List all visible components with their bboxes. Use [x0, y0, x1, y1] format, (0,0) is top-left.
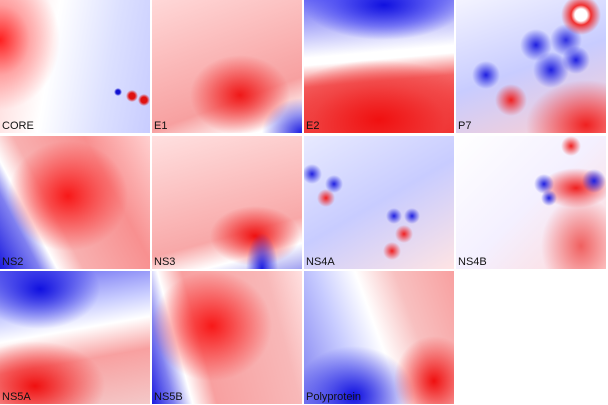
panel: NS4B	[456, 136, 606, 269]
panel: NS3	[152, 136, 302, 269]
panel: P7	[456, 0, 606, 133]
panel-label: NS5A	[2, 391, 31, 403]
panel-label: NS3	[154, 256, 176, 268]
panel: CORE	[0, 0, 150, 133]
panel: Polyprotein	[304, 271, 454, 404]
panel: NS2	[0, 136, 150, 269]
panel-label: NS4B	[458, 256, 487, 268]
panel-label: E1	[154, 120, 168, 132]
panel-label: NS5B	[154, 391, 183, 403]
panel: NS4A	[304, 136, 454, 269]
panel-label: NS2	[2, 256, 24, 268]
panel: NS5A	[0, 271, 150, 404]
panel-label: CORE	[2, 120, 34, 132]
panel-label: Polyprotein	[306, 391, 362, 403]
panel: E2	[304, 0, 454, 133]
panel: E1	[152, 0, 302, 133]
panel-label: P7	[458, 120, 472, 132]
panel-label: E2	[306, 120, 320, 132]
panel: NS5B	[152, 271, 302, 404]
panel-label: NS4A	[306, 256, 335, 268]
